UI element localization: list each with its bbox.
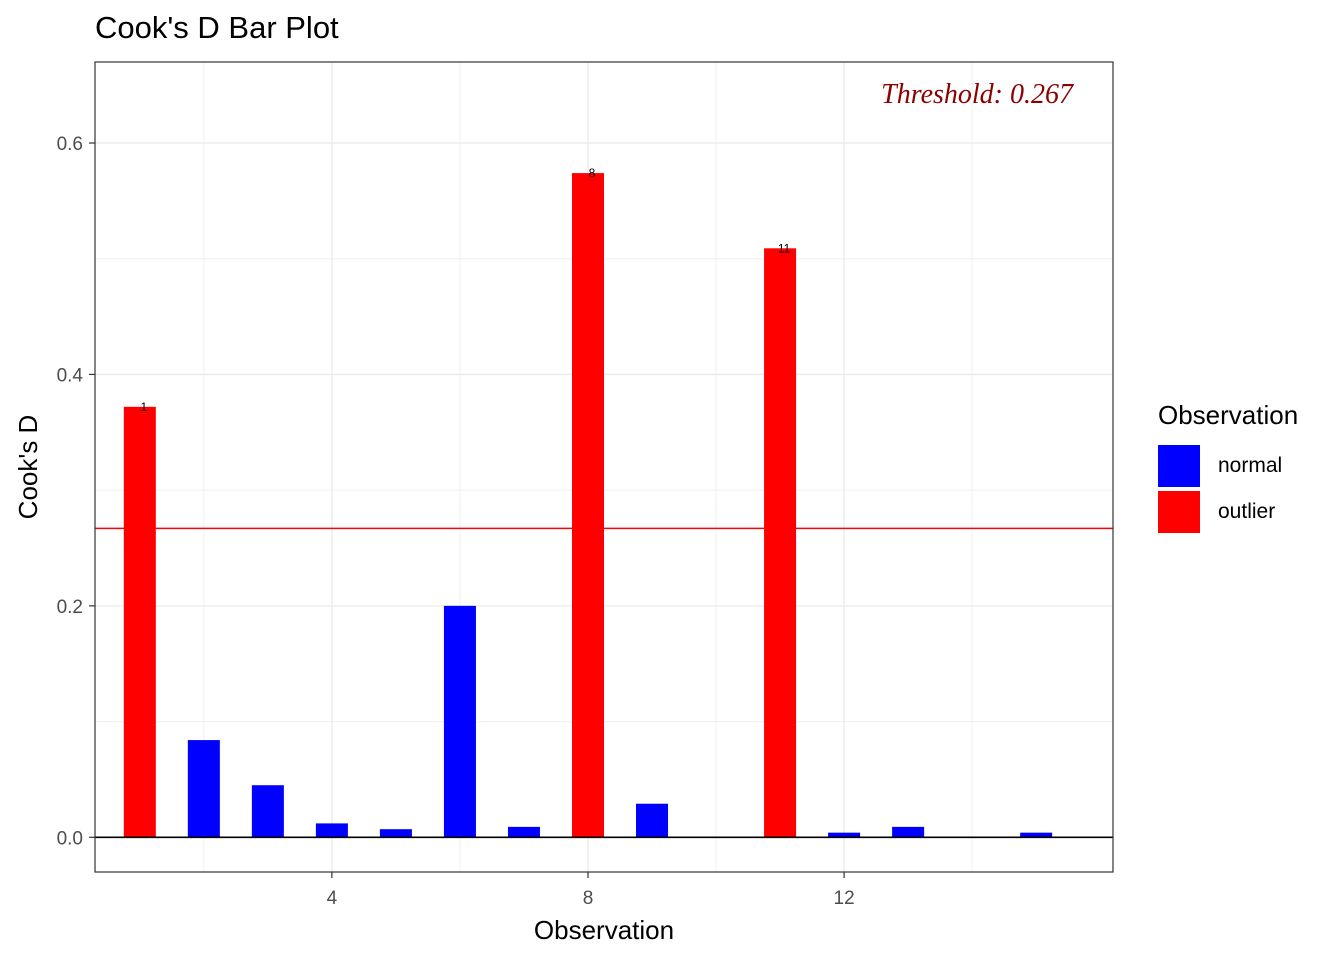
bar-11 xyxy=(764,248,797,838)
x-tick-label: 8 xyxy=(583,888,594,909)
bar-label-8: 8 xyxy=(589,166,596,180)
legend-title: Observation xyxy=(1158,400,1299,430)
bar-3 xyxy=(251,785,284,838)
bar-1 xyxy=(123,406,156,838)
legend-key-normal xyxy=(1158,445,1200,487)
legend-key-outlier xyxy=(1158,491,1200,533)
y-axis-title: Cook's D xyxy=(13,415,43,520)
bar-7 xyxy=(507,826,540,838)
bar-2 xyxy=(187,740,220,838)
bar-12 xyxy=(828,832,861,838)
reference-lines xyxy=(95,527,1113,839)
legend: Observation normal outlier xyxy=(1158,400,1298,535)
bar-13 xyxy=(892,826,925,838)
chart-title: Cook's D Bar Plot xyxy=(95,10,339,45)
bar-6 xyxy=(443,605,476,838)
bar-5 xyxy=(379,829,412,838)
bar-4 xyxy=(315,823,348,838)
legend-label-outlier: outlier xyxy=(1218,500,1276,523)
y-tick-label: 0.2 xyxy=(57,597,83,618)
legend-item-outlier: outlier xyxy=(1158,489,1298,535)
y-tick-label: 0.0 xyxy=(57,828,83,849)
x-tick-label: 4 xyxy=(327,888,338,909)
y-tick-label: 0.6 xyxy=(57,134,83,155)
bar-15 xyxy=(1020,832,1053,838)
bar-label-11: 11 xyxy=(778,241,791,255)
legend-label-normal: normal xyxy=(1218,454,1283,477)
threshold-label: Threshold: 0.267 xyxy=(881,79,1074,110)
axes: 0.0 0.2 0.4 0.6 4 8 12 xyxy=(57,134,855,909)
bar-label-1: 1 xyxy=(140,400,147,414)
bars xyxy=(123,173,1053,838)
x-axis-title: Observation xyxy=(534,915,674,945)
bar-9 xyxy=(636,803,669,838)
bar-8 xyxy=(571,173,604,838)
legend-item-normal: normal xyxy=(1158,443,1298,489)
y-tick-label: 0.4 xyxy=(57,365,84,386)
plot-border xyxy=(94,61,1114,873)
x-tick-label: 12 xyxy=(834,888,855,909)
